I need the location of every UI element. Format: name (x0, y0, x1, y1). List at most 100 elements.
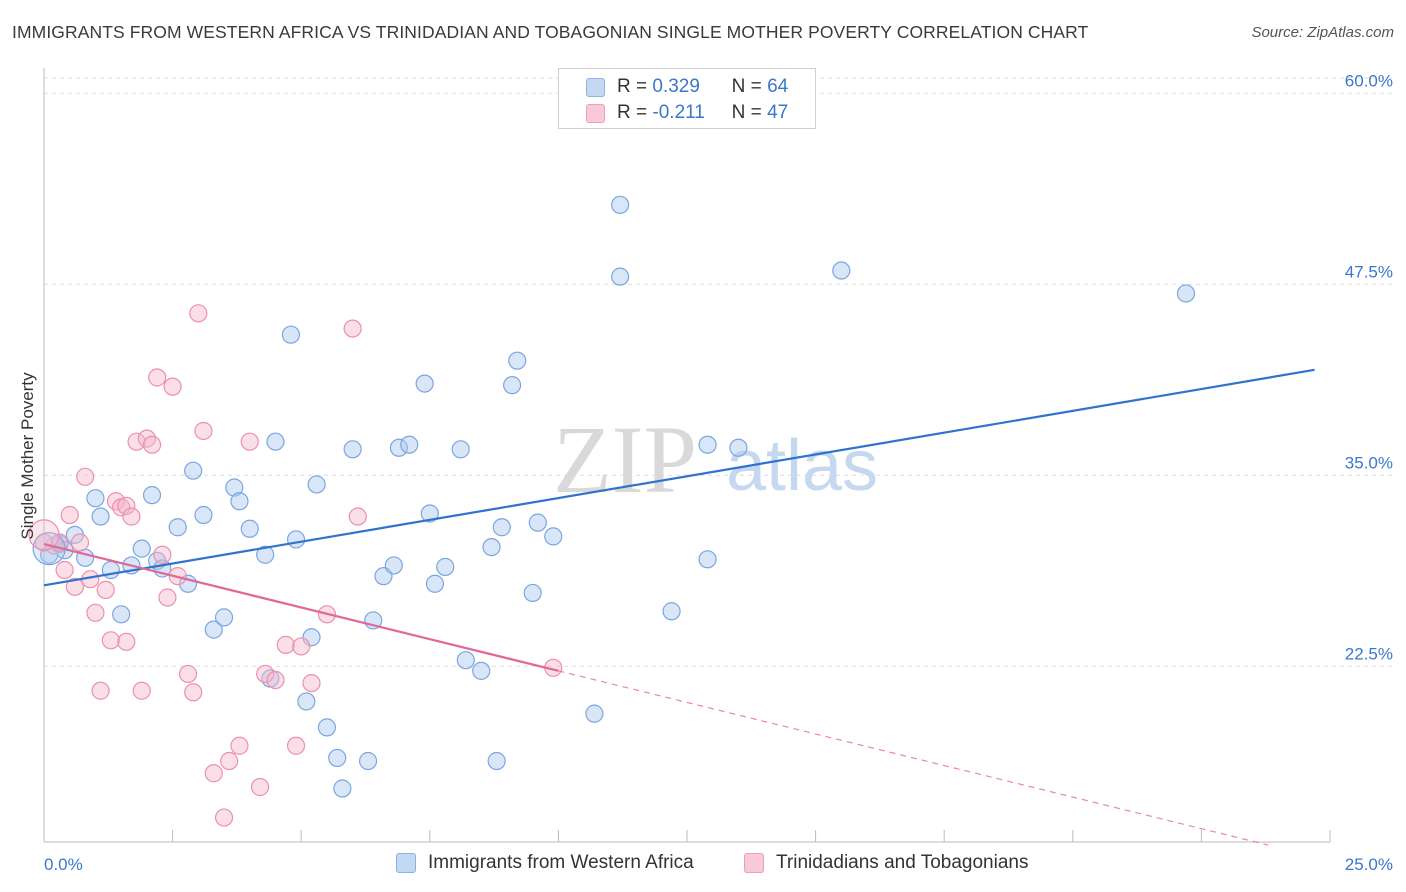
y-tick-label: 60.0% (1345, 71, 1393, 90)
blue-point (400, 435, 419, 454)
legend-r-value-blue: 0.329 (652, 76, 700, 97)
blue-point (184, 461, 203, 480)
legend-r-label: R = (617, 76, 648, 97)
blue-point (302, 628, 321, 647)
legend-swatch-blue (586, 77, 605, 97)
pink-point (101, 631, 120, 650)
blue-point (456, 651, 475, 670)
blue-point (389, 438, 409, 457)
pink-point (55, 560, 74, 580)
blue-point (611, 195, 630, 214)
chart-source: Source: ZipAtlas.com (1251, 24, 1394, 41)
blue-point (132, 539, 151, 558)
axis-layer (43, 68, 1331, 843)
blue-point (328, 748, 347, 768)
y-tick-label: 22.5% (1345, 644, 1393, 663)
pink-point (230, 736, 249, 755)
blue-point (307, 475, 326, 494)
y-tick-label: 47.5% (1345, 262, 1393, 281)
bottom-legend-blue: Immigrants from Western Africa (396, 852, 694, 874)
blue-point (698, 550, 717, 569)
bottom-swatch-pink (744, 853, 764, 873)
legend-n-label: N = (731, 102, 762, 123)
watermark: ZIP atlas (553, 406, 878, 513)
pink-point (91, 681, 110, 700)
blue-point (266, 432, 285, 451)
blue-trend-line (43, 368, 1315, 587)
bottom-legend-blue-label: Immigrants from Western Africa (428, 852, 694, 873)
blue-point (168, 518, 187, 537)
pink-point (194, 421, 213, 441)
blue-point (544, 527, 563, 546)
pink-point (184, 683, 203, 702)
legend-n-value-blue: 64 (767, 76, 789, 97)
blue-point (86, 489, 105, 508)
blue-point (230, 492, 249, 511)
legend-n-value-pink: 47 (767, 102, 789, 123)
legend-row-pink: R = -0.211 N = 47 (586, 101, 789, 125)
pink-point (86, 603, 105, 622)
pink-point (70, 533, 90, 552)
pink-point (276, 635, 295, 654)
pink-point (148, 368, 167, 387)
blue-point (425, 574, 445, 593)
pink-point (65, 577, 84, 596)
grid-layer (44, 77, 1393, 667)
pink-point (127, 432, 146, 451)
bottom-swatch-blue (396, 853, 416, 873)
blue-point (528, 513, 547, 532)
blue-point (729, 438, 748, 457)
pink-point (292, 637, 311, 656)
pink-point (117, 632, 136, 651)
blue-point (472, 661, 491, 680)
pink-point (220, 751, 239, 771)
pink-trend-extension (558, 670, 1269, 846)
blue-point (91, 507, 110, 526)
blue-point (297, 692, 316, 711)
blue-point (214, 608, 234, 627)
blue-point (508, 351, 527, 370)
blue-point (281, 325, 301, 344)
pink-point (96, 580, 115, 599)
correlation-legend: R = 0.329 N = 64 R = -0.211 N = 47 (558, 68, 816, 129)
pink-point (204, 764, 223, 783)
blue-point (112, 605, 131, 624)
pink-point (60, 505, 79, 525)
pink-trend-line (43, 542, 559, 672)
pink-point-cluster (28, 519, 60, 551)
pink-point (76, 467, 95, 486)
pink-point (286, 736, 306, 755)
pink-point (178, 664, 198, 684)
y-axis-title: Single Mother Poverty (18, 372, 37, 540)
legend-row-blue: R = 0.329 N = 64 (586, 75, 789, 99)
blue-point (317, 718, 337, 737)
blue-point (487, 751, 506, 771)
points-layer (28, 195, 1196, 827)
legend-r-value-pink: -0.211 (652, 102, 705, 123)
pink-point (266, 670, 285, 690)
blue-point (142, 486, 162, 505)
blue-point (1176, 284, 1196, 303)
blue-point (482, 537, 501, 557)
blue-point (256, 545, 275, 564)
x-tick-label-min: 0.0% (44, 855, 83, 874)
pink-point (250, 777, 270, 797)
blue-point (832, 261, 851, 280)
blue-point (358, 751, 378, 771)
blue-point (415, 374, 434, 393)
pink-point (214, 808, 234, 827)
pink-point (122, 507, 141, 526)
blue-point (333, 779, 352, 798)
x-tick-label-max: 25.0% (1345, 855, 1393, 874)
blue-point (436, 557, 455, 577)
pink-point (302, 673, 321, 693)
bottom-legend-pink-label: Trinidadians and Tobagonians (776, 852, 1029, 873)
watermark-zip: ZIP (553, 406, 697, 513)
pink-point (348, 507, 367, 526)
blue-point (523, 583, 542, 603)
blue-point (585, 704, 604, 723)
pink-point (256, 664, 275, 684)
pink-point (189, 304, 208, 323)
blue-point (240, 519, 259, 538)
